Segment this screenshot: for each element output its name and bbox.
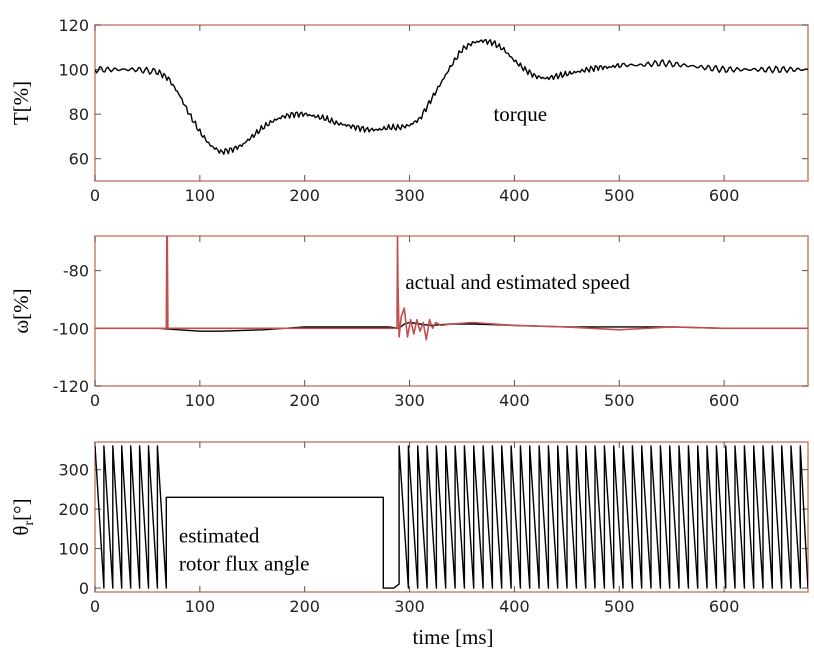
torque-plot-area	[95, 39, 808, 156]
x-tick-label: 600	[709, 597, 740, 616]
x-tick-label: 200	[289, 391, 320, 410]
y-tick-label: 120	[58, 16, 89, 35]
x-tick-label: 500	[604, 597, 635, 616]
torque-series-line-0	[95, 39, 808, 156]
speed-series-line-0	[95, 321, 808, 332]
torque-plot-frame	[94, 24, 809, 182]
x-tick-label: 200	[289, 186, 320, 205]
flux-angle-annotation-line: estimated	[179, 524, 260, 548]
y-tick-label: 0	[79, 579, 89, 598]
x-tick-label: 100	[185, 186, 216, 205]
x-tick-label: 600	[709, 186, 740, 205]
x-tick-label: 400	[499, 597, 530, 616]
chart-speed: 0 100 200 300 400 500 600 -120 -100 -80 ω[%] actual…	[9, 235, 809, 410]
y-tick-label: -80	[63, 262, 89, 281]
x-tick-label: 200	[289, 597, 320, 616]
flux-angle-plot-area	[95, 445, 808, 589]
x-tick-label: 400	[499, 186, 530, 205]
chart-torque: 0 100 200 300 400 500 600 60 80 100 120 T[%] torque	[9, 16, 809, 205]
y-tick-label: 300	[58, 461, 89, 480]
x-tick-label: 100	[185, 597, 216, 616]
flux-angle-annotation-line: rotor flux angle	[179, 552, 310, 576]
flux-angle-series-line-0	[95, 445, 808, 589]
speed-plot-area	[95, 236, 808, 341]
y-tick-label: 60	[69, 150, 89, 169]
chart-flux-angle: 0 100 200 300 400 500 600 0 100 200 300 θr[°] estima…	[9, 441, 809, 616]
y-tick-label: 100	[58, 61, 89, 80]
x-tick-label: 300	[394, 391, 425, 410]
y-axis-label: ω[%]	[9, 288, 33, 333]
x-axis-label: time [ms]	[412, 625, 493, 649]
torque-annotation: torque	[493, 102, 547, 126]
x-tick-label: 300	[394, 186, 425, 205]
y-tick-label: 200	[58, 500, 89, 519]
x-tick-label: 300	[394, 597, 425, 616]
x-tick-label: 500	[604, 186, 635, 205]
y-tick-label: 100	[58, 540, 89, 559]
y-tick-label: 80	[69, 105, 89, 124]
speed-annotation: actual and estimated speed	[405, 270, 630, 294]
x-tick-label: 0	[90, 186, 100, 205]
y-tick-label: -100	[53, 319, 89, 338]
x-tick-label: 400	[499, 391, 530, 410]
x-tick-label: 500	[604, 391, 635, 410]
y-tick-label: -120	[53, 377, 89, 396]
x-tick-label: 0	[90, 391, 100, 410]
speed-plot-frame	[94, 235, 809, 387]
x-tick-label: 100	[185, 391, 216, 410]
y-axis-label: θr[°]	[9, 498, 37, 535]
y-axis-label: T[%]	[9, 81, 33, 125]
flux-angle-plot-frame	[94, 441, 809, 593]
speed-series-line-1	[95, 236, 808, 341]
x-tick-label: 600	[709, 391, 740, 410]
x-tick-label: 0	[90, 597, 100, 616]
